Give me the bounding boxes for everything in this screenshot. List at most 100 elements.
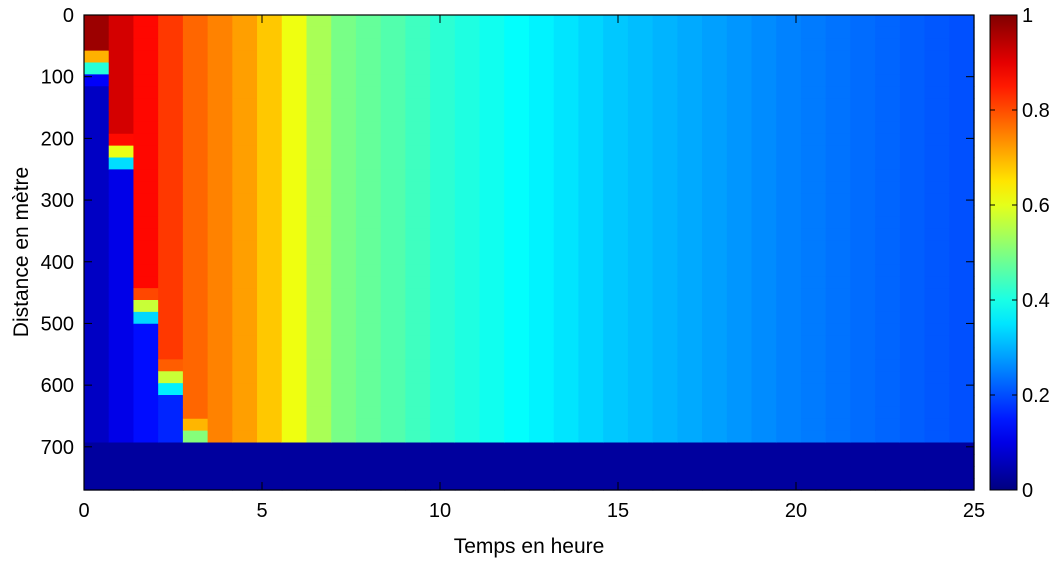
heatmap-cell [702,145,728,159]
heatmap-cell [529,145,555,159]
x-tick-label: 25 [963,500,985,522]
heatmap-cell [331,26,357,40]
heatmap-cell [751,335,777,349]
heatmap-cell [726,276,753,289]
heatmap-cell [257,406,283,420]
heatmap-cell [257,110,283,123]
heatmap-cell [430,240,456,254]
heatmap-cell [281,478,308,491]
heatmap-cell [776,264,802,277]
heatmap-cell [603,157,629,170]
heatmap-cell [751,15,777,28]
heatmap-cell [158,86,184,99]
heatmap-cell [454,110,481,123]
heatmap-cell [800,454,827,467]
heatmap-cell [924,216,950,230]
heatmap-cell [108,442,135,455]
heatmap-cell [331,359,357,372]
heatmap-cell [504,264,530,277]
heatmap-cell [677,145,703,159]
heatmap-cell [702,240,728,254]
heatmap-cell [257,395,283,408]
colorbar-tick-label: 0.4 [1022,290,1050,312]
heatmap-cell [603,86,629,99]
heatmap-cell [677,169,703,182]
heatmap-cell [306,300,332,313]
heatmap-cell [553,38,580,52]
heatmap-cell [603,62,629,75]
heatmap-cell [355,478,382,491]
heatmap-cell [108,193,135,206]
heatmap-cell [726,430,753,444]
heatmap-cell [306,406,332,420]
heatmap-cell [578,383,604,396]
heatmap-cell [182,288,209,301]
heatmap-cell [380,38,406,52]
heatmap-cell [108,335,135,349]
heatmap-cell [751,86,777,99]
heatmap-cell [182,98,209,111]
heatmap-cell [84,323,110,337]
heatmap-cell [726,347,753,360]
heatmap-cell [726,193,753,206]
heatmap-cell [405,478,431,491]
heatmap-cell [949,169,975,182]
heatmap-cell [281,74,308,87]
heatmap-cell [627,216,654,230]
heatmap-cell [84,300,110,313]
heatmap-cell [652,110,678,123]
heatmap-cell [677,478,703,491]
heatmap-cell [257,454,283,467]
heatmap-cell [726,264,753,277]
heatmap-cell [825,311,851,325]
heatmap-cell [84,347,110,360]
heatmap-cell [504,371,530,384]
heatmap-cell [454,418,481,432]
heatmap-cell [84,311,110,325]
heatmap-cell [405,38,431,52]
heatmap-cell [504,395,530,408]
heatmap-cell [751,74,777,87]
heatmap-cell [158,240,184,254]
heatmap-cell [430,205,456,218]
heatmap-cell [751,50,777,64]
heatmap-cell [331,395,357,408]
y-tick-label: 600 [41,375,74,397]
heatmap-cell [232,406,258,420]
heatmap-cell [875,86,901,99]
heatmap-cell [751,38,777,52]
heatmap-cell [281,288,308,301]
heatmap-cell [627,383,654,396]
heatmap-cell [578,38,604,52]
heatmap-cell [232,323,258,337]
heatmap-cells [84,15,975,491]
heatmap-cell [924,371,950,384]
heatmap-cell [380,228,406,242]
heatmap-cell [504,110,530,123]
heatmap-cell [454,347,481,360]
heatmap-cell [553,240,580,254]
heatmap-cell [306,240,332,254]
heatmap-cell [454,98,481,111]
heatmap-cell [281,216,308,230]
heatmap-cell [578,145,604,159]
heatmap-cell [776,216,802,230]
heatmap-cell [627,466,654,479]
heatmap-cell [529,240,555,254]
heatmap-cell [825,50,851,64]
heatmap-cell [529,169,555,182]
heatmap-cell [355,454,382,467]
heatmap-cell [133,418,159,432]
heatmap-cell [627,311,654,325]
heatmap-cell [182,430,209,444]
heatmap-cell [232,181,258,194]
heatmap-cell [232,430,258,444]
heatmap-cell [232,157,258,170]
heatmap-cell [627,359,654,372]
heatmap-cell [158,133,184,147]
heatmap-cell [257,169,283,182]
heatmap-cell [355,169,382,182]
heatmap-cell [355,264,382,277]
heatmap-cell [430,121,456,135]
heatmap-cell [207,478,233,491]
